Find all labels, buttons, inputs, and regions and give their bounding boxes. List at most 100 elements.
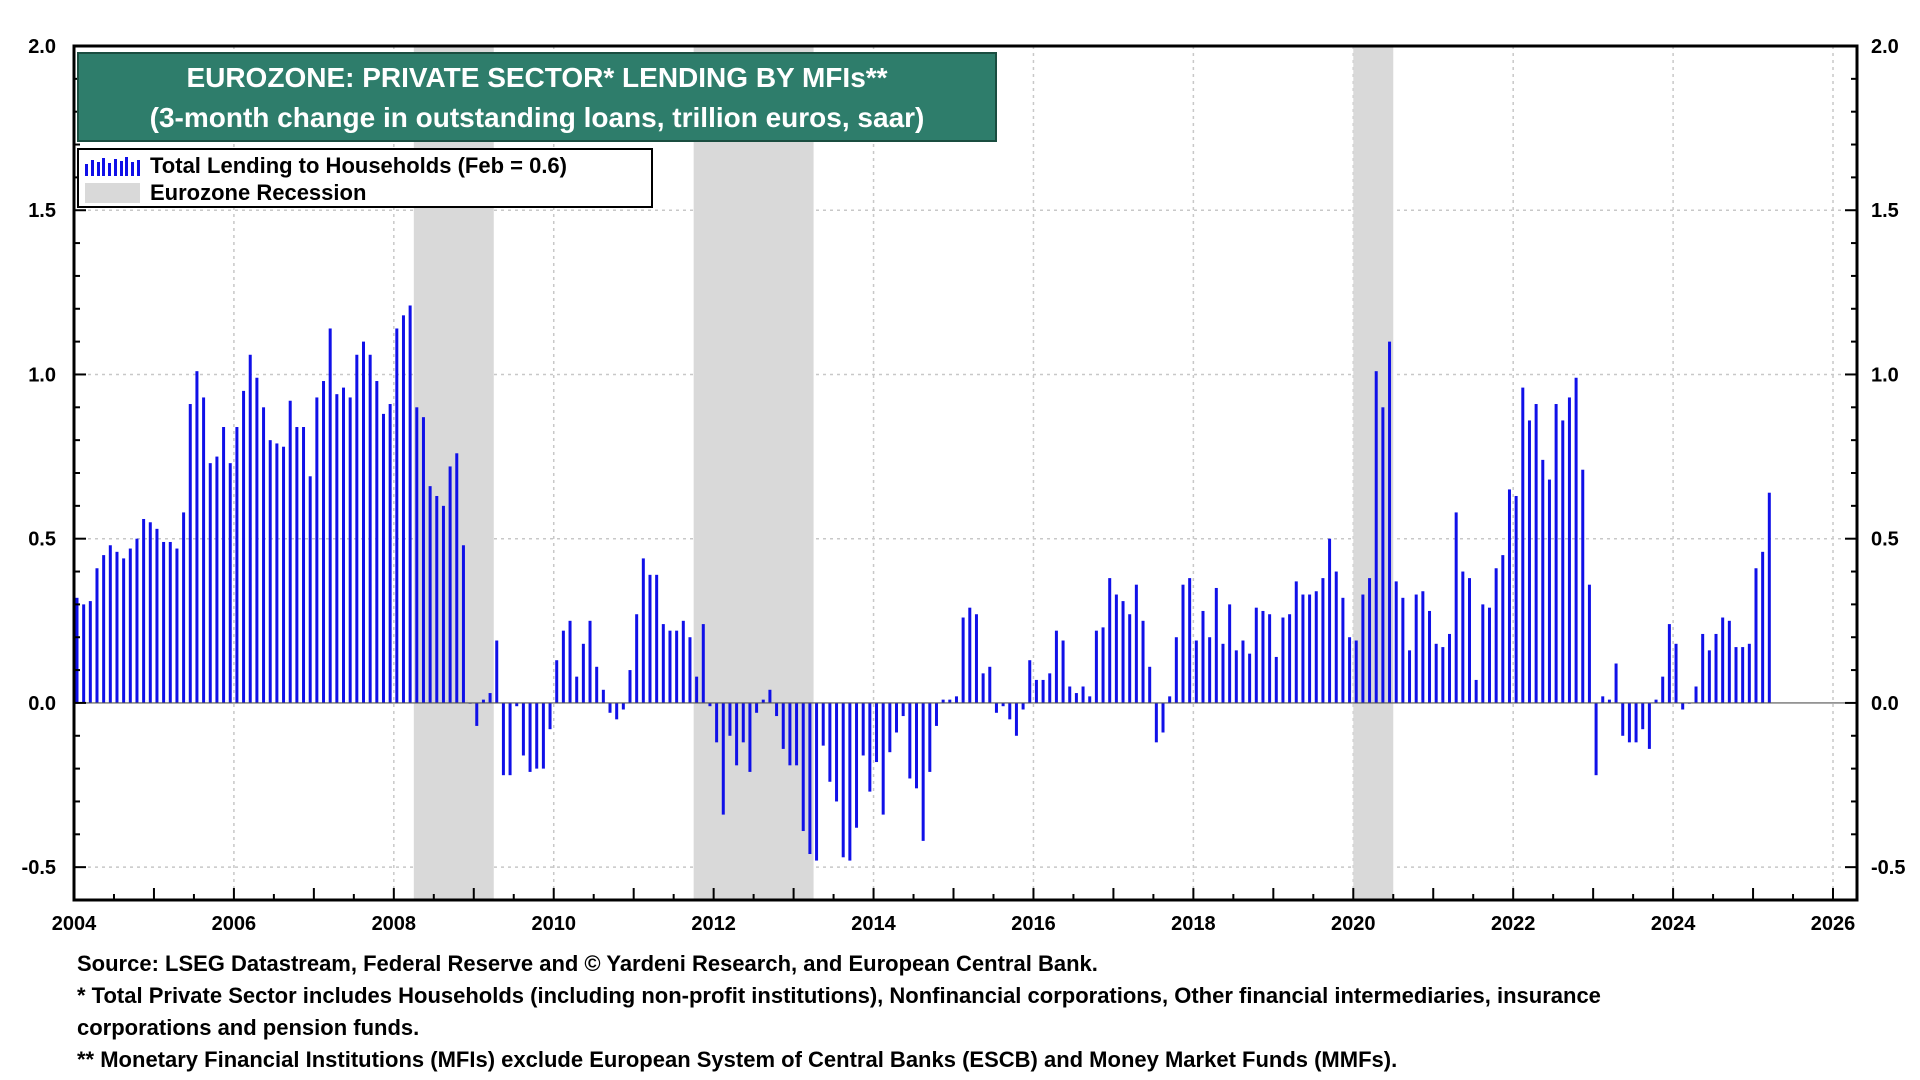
data-bar [1701, 633, 1705, 703]
data-bar [1181, 584, 1185, 703]
chart-subtitle: (3-month change in outstanding loans, tr… [149, 102, 925, 133]
data-bar [1388, 341, 1392, 703]
x-tick-label: 2026 [1811, 913, 1856, 935]
data-bar [375, 381, 379, 703]
footnote-1-line-2: corporations and pension funds. [77, 1015, 420, 1040]
data-bar [1761, 551, 1765, 703]
data-bar [895, 702, 899, 733]
data-bar [461, 545, 465, 703]
data-bar [255, 377, 259, 703]
data-bar [475, 702, 479, 726]
data-bar [1554, 404, 1558, 703]
data-bar [1654, 699, 1658, 703]
data-bar [1288, 614, 1292, 703]
data-bar [215, 456, 219, 703]
data-bar [755, 702, 759, 713]
data-bar [715, 702, 719, 743]
data-bar [1234, 650, 1238, 703]
data-bar [102, 555, 106, 703]
data-bar [1341, 597, 1345, 703]
data-bar [601, 689, 605, 703]
data-bar [595, 666, 599, 703]
y-tick-label-left: 1.0 [28, 364, 56, 386]
data-bar [875, 702, 879, 763]
y-tick-label-left: 0.0 [28, 693, 56, 715]
data-bar [441, 505, 445, 703]
data-bar [1621, 702, 1625, 736]
data-bar [1328, 538, 1332, 703]
data-bar [901, 702, 905, 717]
data-bar [675, 630, 679, 703]
data-bar [1727, 620, 1731, 703]
data-bar [1501, 555, 1505, 703]
data-bar [388, 404, 392, 703]
data-bar [1767, 492, 1771, 703]
data-bar [588, 620, 592, 703]
data-bar [1041, 679, 1045, 703]
data-bar [848, 702, 852, 861]
data-bar [1208, 637, 1212, 703]
data-bar [641, 558, 645, 703]
x-tick-label: 2004 [52, 913, 97, 935]
data-bar [108, 545, 112, 703]
data-bar [501, 702, 505, 776]
data-bar [435, 495, 439, 703]
data-bar [934, 702, 938, 726]
data-bar [228, 463, 232, 703]
data-bar [488, 693, 492, 703]
data-bar [355, 354, 359, 703]
x-tick-label: 2020 [1331, 913, 1376, 935]
data-bar [1661, 676, 1665, 703]
data-bar [1201, 610, 1205, 703]
data-bar [1527, 420, 1531, 703]
data-bar [1421, 591, 1425, 703]
data-bar [1088, 696, 1092, 703]
data-bar [195, 371, 199, 703]
data-bar [735, 702, 739, 766]
data-bar [974, 614, 978, 703]
data-bar [1534, 404, 1538, 703]
data-bar [1214, 587, 1218, 703]
legend-series-label: Total Lending to Households (Feb = 0.6) [150, 153, 567, 178]
data-bar [954, 696, 958, 703]
y-tick-label-right: 1.0 [1871, 364, 1899, 386]
data-bar [1254, 607, 1258, 703]
data-bar [1721, 617, 1725, 703]
data-bar [695, 676, 699, 703]
data-bar [508, 702, 512, 776]
data-bar [1188, 578, 1192, 703]
y-tick-label-right: 1.5 [1871, 200, 1899, 222]
data-bar [1194, 640, 1198, 703]
data-bar [401, 315, 405, 703]
data-bar [635, 614, 639, 703]
x-tick-label: 2022 [1491, 913, 1536, 935]
data-bar [128, 548, 132, 703]
data-bar [1168, 696, 1172, 703]
data-bar [1694, 686, 1698, 703]
data-bar [295, 427, 299, 703]
data-bar [1121, 601, 1125, 703]
data-bar [268, 440, 272, 703]
data-bar [1521, 387, 1525, 703]
data-bar [82, 604, 86, 703]
data-bar [115, 551, 119, 703]
bar-series-swatch-icon [85, 156, 140, 176]
data-bar [648, 574, 652, 703]
data-bar [1354, 640, 1358, 703]
data-bar [515, 702, 519, 707]
data-bar [1754, 568, 1758, 703]
data-bar [748, 702, 752, 772]
x-tick-label: 2018 [1171, 913, 1216, 935]
data-bar [262, 407, 266, 703]
data-bar [148, 522, 152, 703]
axes [72, 44, 1859, 902]
x-tick-label: 2008 [372, 913, 417, 935]
data-bar [1174, 637, 1178, 703]
data-bar [1474, 679, 1478, 703]
data-bar [302, 427, 306, 703]
data-bar [282, 446, 286, 703]
recession-swatch-icon [85, 183, 140, 203]
data-bar [162, 541, 166, 703]
data-bar [928, 702, 932, 772]
data-bar [1361, 594, 1365, 703]
